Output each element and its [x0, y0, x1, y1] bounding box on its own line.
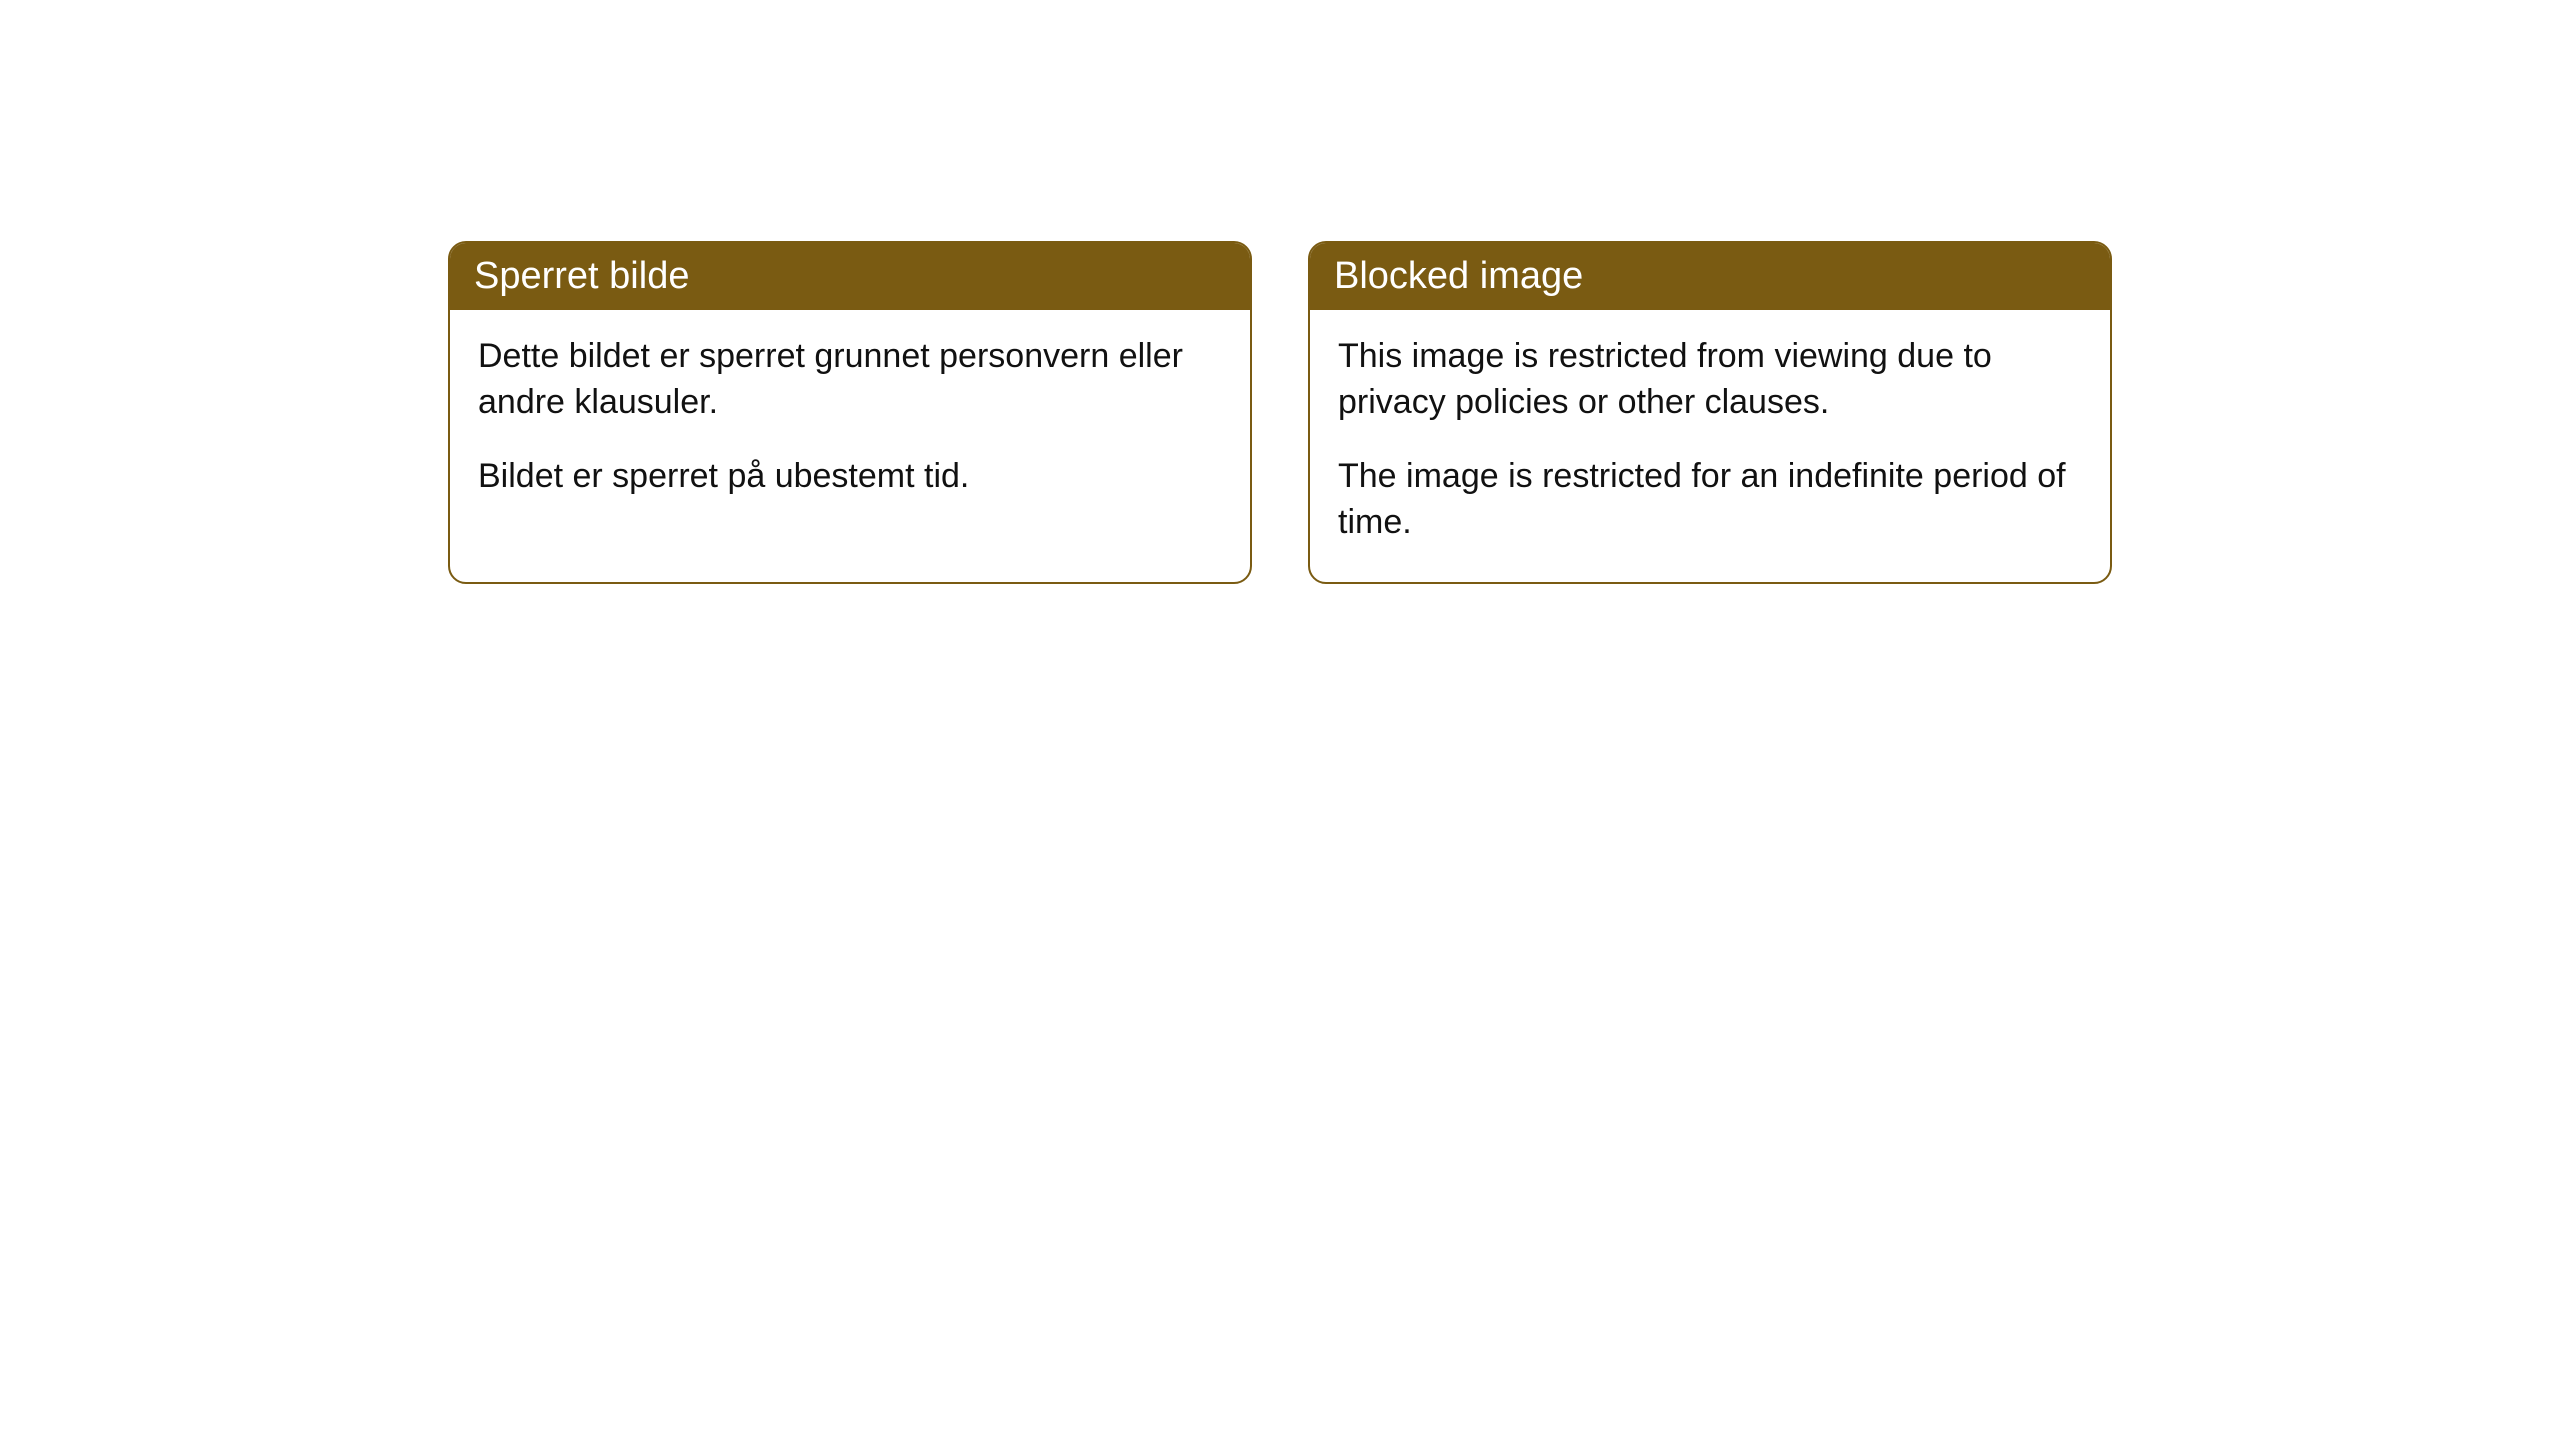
- card-paragraph: Bildet er sperret på ubestemt tid.: [478, 454, 1222, 500]
- card-body-norwegian: Dette bildet er sperret grunnet personve…: [450, 310, 1250, 536]
- card-header-english: Blocked image: [1310, 243, 2110, 310]
- card-paragraph: This image is restricted from viewing du…: [1338, 334, 2082, 426]
- card-header-norwegian: Sperret bilde: [450, 243, 1250, 310]
- card-paragraph: Dette bildet er sperret grunnet personve…: [478, 334, 1222, 426]
- notice-card-english: Blocked image This image is restricted f…: [1308, 241, 2112, 584]
- card-title: Blocked image: [1334, 255, 1583, 297]
- notice-cards-container: Sperret bilde Dette bildet er sperret gr…: [0, 0, 2560, 584]
- notice-card-norwegian: Sperret bilde Dette bildet er sperret gr…: [448, 241, 1252, 584]
- card-body-english: This image is restricted from viewing du…: [1310, 310, 2110, 582]
- card-paragraph: The image is restricted for an indefinit…: [1338, 454, 2082, 546]
- card-title: Sperret bilde: [474, 255, 689, 297]
